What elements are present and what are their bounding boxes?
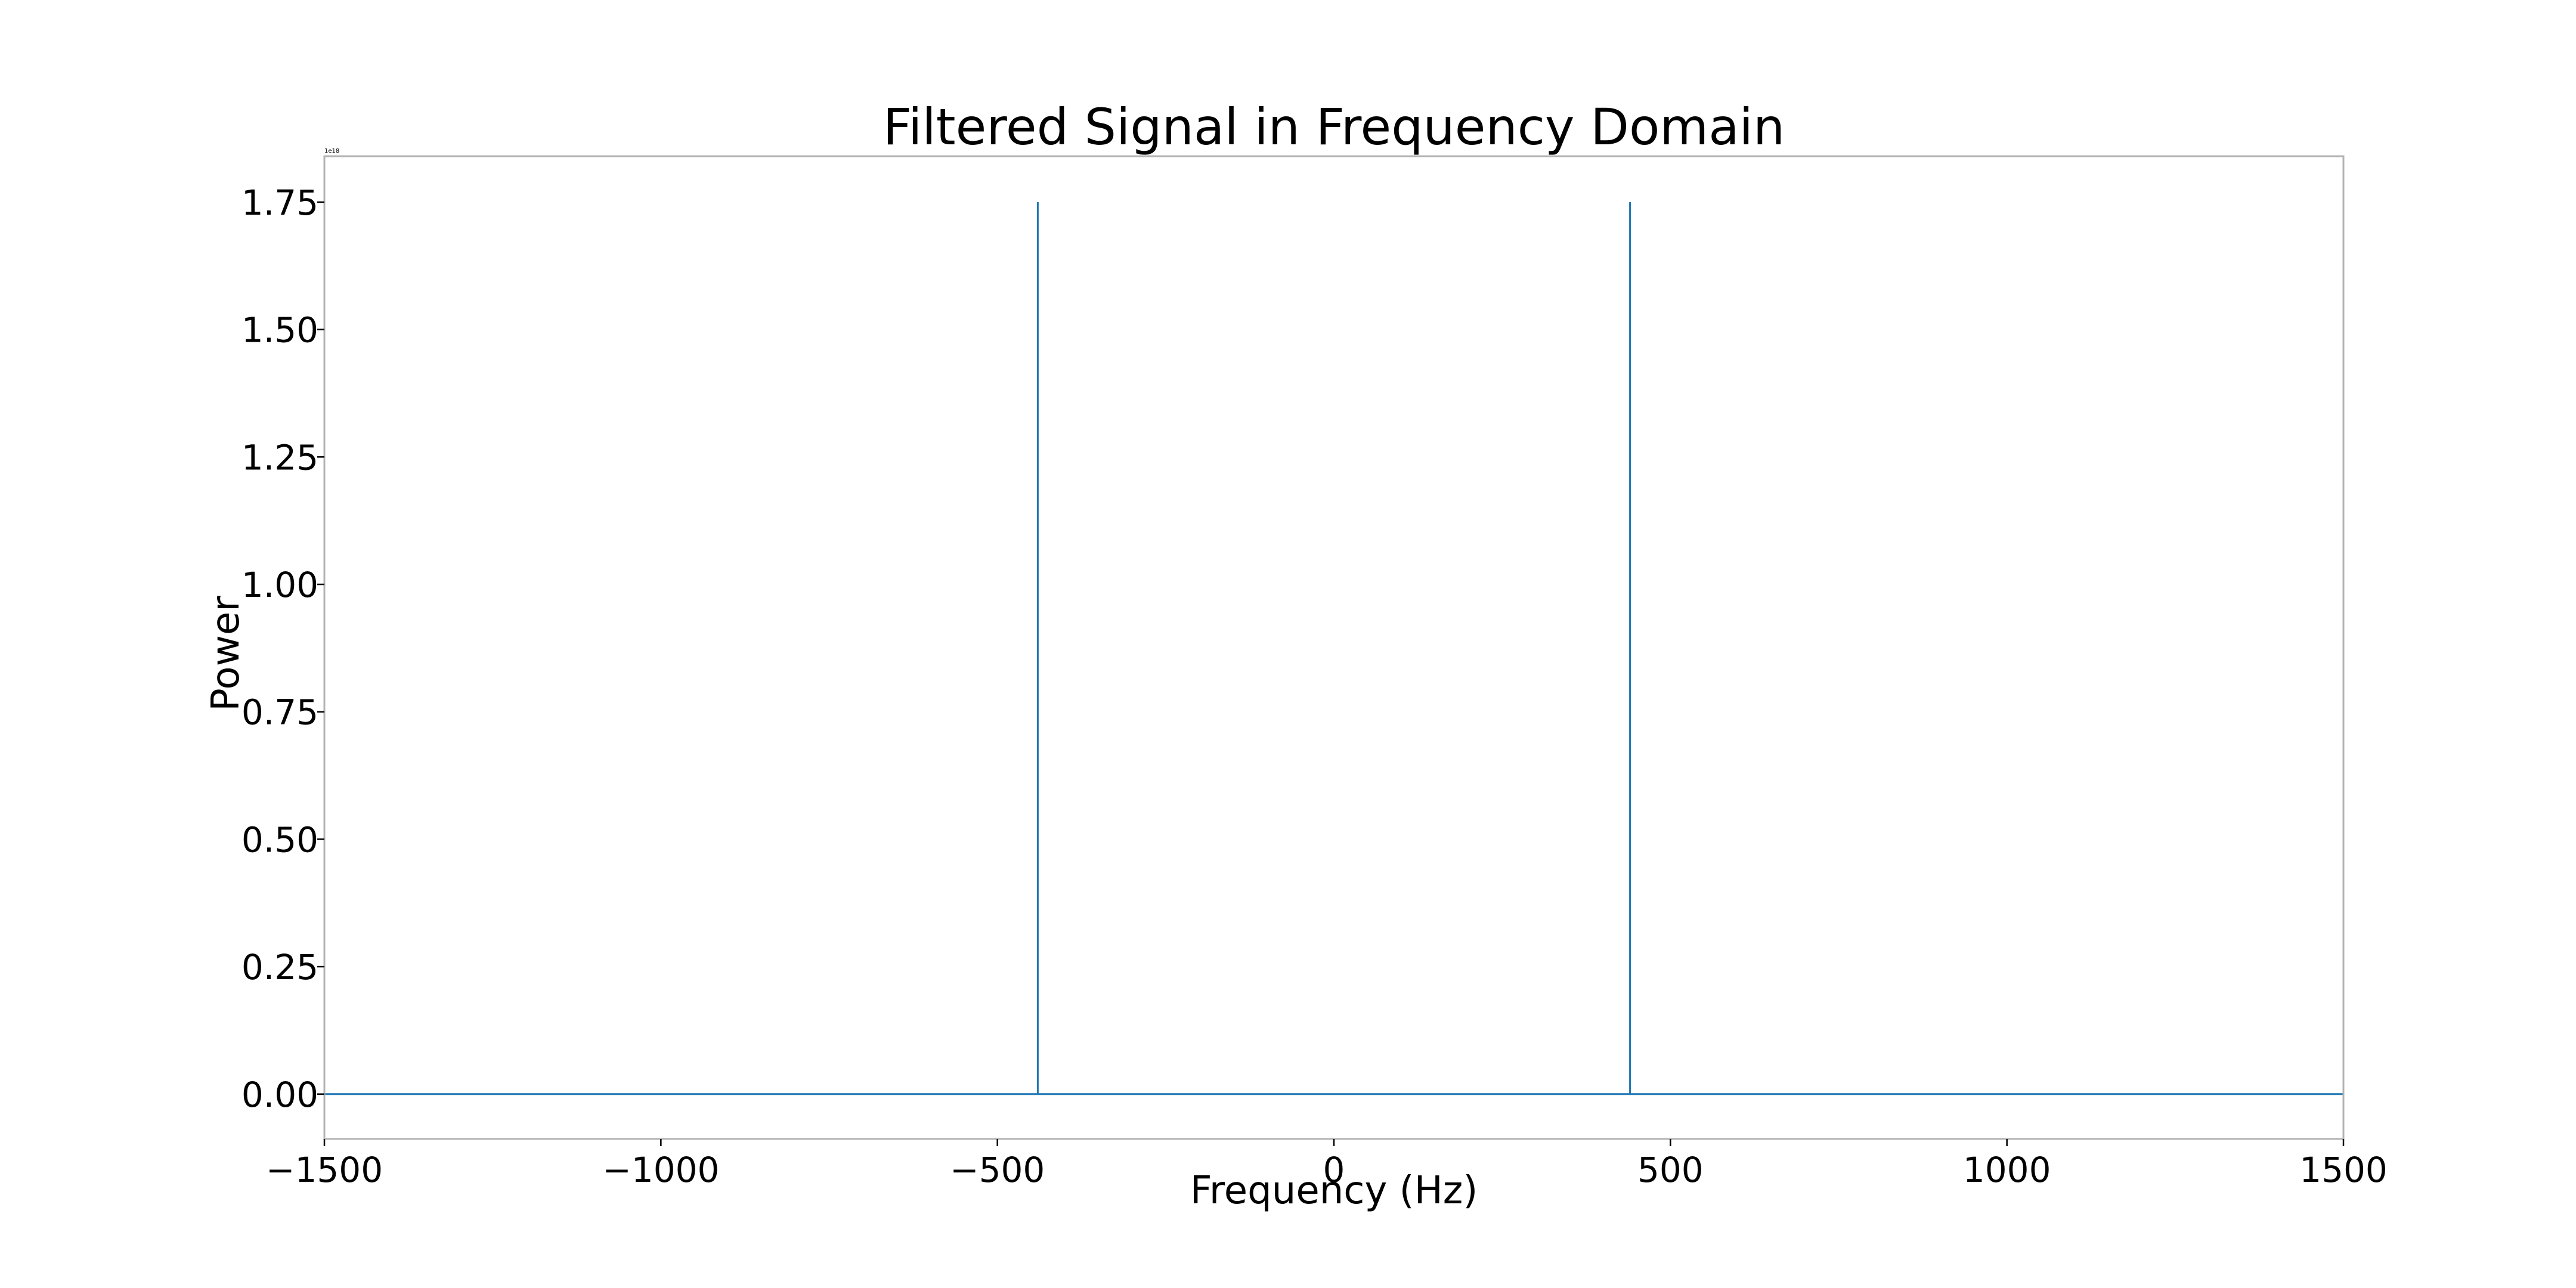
y-tick-label: 1.50 (242, 310, 318, 351)
y-axis-offset-label: 1e18 (324, 148, 339, 154)
x-axis-label: Frequency (Hz) (1190, 1169, 1478, 1213)
y-tick-label: 1.25 (242, 437, 318, 478)
x-tick-label: 0 (1323, 1150, 1345, 1190)
chart-title: Filtered Signal in Frequency Domain (883, 98, 1785, 156)
x-tick-label: −500 (950, 1150, 1045, 1190)
y-axis-label: Power (204, 596, 248, 711)
x-tick-label: 1000 (1963, 1150, 2051, 1190)
series-line-0 (324, 202, 2343, 1095)
y-tick-label: 0.50 (242, 819, 318, 860)
plot-area (324, 202, 2343, 1095)
y-tick-label: 1.00 (242, 565, 318, 605)
x-tick-label: 500 (1637, 1150, 1704, 1190)
y-tick-label: 1.75 (242, 182, 318, 223)
x-tick-label: −1000 (602, 1150, 719, 1190)
y-axis: 0.00 0.25 0.50 0.75 1.00 1.25 1.50 1.75 (242, 182, 324, 1115)
y-tick-label: 0.75 (242, 692, 318, 733)
y-tick-label: 0.25 (242, 947, 318, 987)
x-tick-label: −1500 (266, 1150, 383, 1190)
x-tick-label: 1500 (2299, 1150, 2388, 1190)
y-tick-label: 0.00 (242, 1075, 318, 1115)
x-axis: −1500 −1000 −500 0 500 1000 1500 (266, 1139, 2388, 1190)
